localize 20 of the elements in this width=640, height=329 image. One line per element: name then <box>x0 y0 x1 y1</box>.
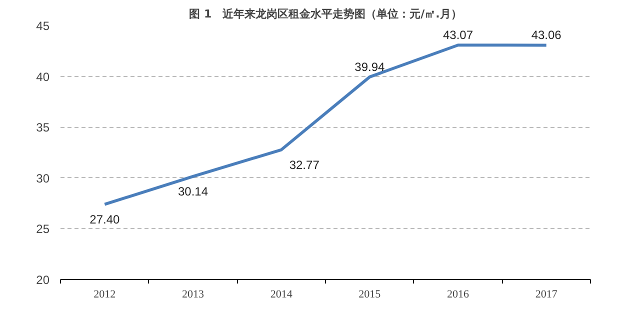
y-tick-label: 25 <box>36 222 50 236</box>
text: 39.94 <box>354 60 385 74</box>
x-tick-label: 2012 <box>94 288 116 300</box>
y-tick-label: 40 <box>36 70 50 84</box>
y-tick-label: 35 <box>36 120 50 135</box>
x-tick-label: 2016 <box>447 288 470 300</box>
text: 43.07 <box>442 28 474 42</box>
x-tick-label: 2014 <box>270 288 293 300</box>
y-tick-label: 20 <box>36 273 50 287</box>
x-tick-label: 2017 <box>535 288 558 300</box>
text: 43.06 <box>531 28 562 42</box>
chart-title: 图 1 近年来龙岗区租金水平走势图（单位：元/㎡.月） <box>189 8 462 20</box>
text: 27.40 <box>90 212 120 226</box>
line-series <box>103 44 548 206</box>
x-tick-label: 2015 <box>358 288 382 300</box>
text: 32.77 <box>289 158 320 172</box>
y-tick-label: 45 <box>36 19 50 33</box>
x-tick-label: 2013 <box>182 288 204 300</box>
text: 30.14 <box>178 184 208 198</box>
y-tick-label: 30 <box>36 171 50 186</box>
